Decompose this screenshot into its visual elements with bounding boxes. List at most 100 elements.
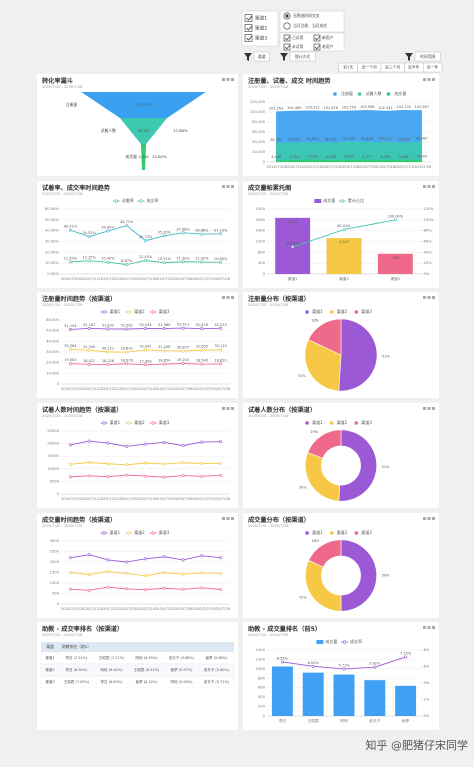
filter-box xyxy=(279,10,345,33)
y-tick-label: 60.00% xyxy=(45,207,60,211)
panel-icon[interactable] xyxy=(423,407,426,410)
panel-icon[interactable] xyxy=(423,517,426,520)
panel-icon[interactable] xyxy=(432,185,435,188)
x-tick-label: 2020/7/28 xyxy=(211,387,231,391)
data-label: 39,344 xyxy=(398,137,411,141)
y-tick-label: 15000 xyxy=(47,454,59,458)
panel-icon[interactable] xyxy=(231,78,234,81)
legend-swatch xyxy=(151,421,155,425)
x-tick-label: 2020/7/21 xyxy=(80,387,99,391)
data-point xyxy=(181,572,185,576)
panel-icon[interactable] xyxy=(231,517,234,520)
panel-icon[interactable] xyxy=(423,626,426,629)
panel-icon[interactable] xyxy=(222,517,225,520)
data-point xyxy=(404,655,408,659)
panel-icon[interactable] xyxy=(231,185,234,188)
filter-button[interactable] xyxy=(414,51,441,62)
watermark: 知乎 @肥猪仔宋同学 xyxy=(366,738,469,752)
legend-swatch xyxy=(386,92,391,96)
legend-label: 渠道2 xyxy=(337,419,348,425)
data-label: 102,489 xyxy=(287,106,301,110)
x-tick-label: 2020/7/24 xyxy=(340,165,360,169)
legend-label: 累计占比 xyxy=(348,197,364,203)
range-button[interactable] xyxy=(422,62,443,73)
x-tick-label: 2020/7/21 xyxy=(80,277,99,281)
data-point xyxy=(144,557,148,561)
panel-icon[interactable] xyxy=(231,407,234,410)
data-point xyxy=(87,460,91,464)
y-tick-label: 2000 xyxy=(256,218,266,222)
panel-icon[interactable] xyxy=(222,407,225,410)
panel-icon[interactable] xyxy=(432,517,435,520)
panel-icon[interactable] xyxy=(432,296,435,299)
check-mark xyxy=(314,35,321,41)
filter-button[interactable] xyxy=(289,51,316,62)
range-button-label: 近半年 xyxy=(408,65,420,70)
y2-tick-label: 4% xyxy=(424,681,430,685)
data-label: 34.52% xyxy=(82,231,96,235)
panel-icon[interactable] xyxy=(427,185,431,188)
data-point xyxy=(200,440,204,444)
panel-icon[interactable] xyxy=(226,407,230,410)
data-label: 30.73% xyxy=(139,235,153,239)
legend-swatch xyxy=(329,421,334,425)
panel-icon[interactable] xyxy=(226,296,230,299)
legend-label: 渠道1 xyxy=(312,529,323,535)
checkbox[interactable] xyxy=(283,34,291,42)
panel-icon[interactable] xyxy=(432,78,435,81)
panel-icon[interactable] xyxy=(222,296,225,299)
filter-icon xyxy=(405,53,413,61)
data-point xyxy=(68,570,72,574)
check-option: 老用户 xyxy=(322,44,334,49)
y-tick-label: 20.00% xyxy=(45,250,60,254)
y-tick-label: 0 xyxy=(57,492,60,496)
y-tick-label: 1600 xyxy=(256,229,266,233)
checkbox[interactable] xyxy=(244,34,253,42)
panel-icon[interactable] xyxy=(427,517,431,520)
panel-title: 试着人数时间趋势（按渠道） xyxy=(42,406,122,414)
data-point xyxy=(200,327,204,331)
data-label: 103,998 xyxy=(360,105,374,109)
data-point xyxy=(219,326,223,330)
panel-icon[interactable] xyxy=(231,296,234,299)
checkbox[interactable] xyxy=(244,24,253,32)
data-point xyxy=(393,218,397,222)
checkbox[interactable] xyxy=(313,43,321,51)
x-tick-label: 2020/7/22 xyxy=(98,607,117,611)
panel-icon[interactable] xyxy=(222,185,225,188)
data-point xyxy=(68,475,72,479)
panel-icon[interactable] xyxy=(226,517,230,520)
panel-icon[interactable] xyxy=(427,296,431,299)
panel-icon[interactable] xyxy=(427,407,431,410)
panel-icon[interactable] xyxy=(423,78,426,81)
legend-label: 渠道3 xyxy=(159,308,170,314)
filter-button[interactable] xyxy=(253,51,270,62)
data-point xyxy=(87,588,91,592)
data-point xyxy=(373,665,377,669)
x-tick-label: 2020/7/21 xyxy=(80,607,99,611)
panel-icon[interactable] xyxy=(432,407,435,410)
panel-icon[interactable] xyxy=(423,296,426,299)
bar xyxy=(333,674,355,716)
panel-icon[interactable] xyxy=(427,78,431,81)
checkbox[interactable] xyxy=(283,43,291,51)
panel-icon[interactable] xyxy=(222,78,225,81)
data-point xyxy=(106,327,110,331)
legend-swatch xyxy=(314,199,322,203)
legend-label: 渠道1 xyxy=(110,529,121,535)
x-tick-label: 2020/7/23 xyxy=(117,607,137,611)
panel-icon[interactable] xyxy=(226,185,230,188)
panel-icon[interactable] xyxy=(423,185,426,188)
data-point xyxy=(200,586,204,590)
radio[interactable] xyxy=(283,22,291,30)
y-tick-label: 10000 xyxy=(47,467,59,471)
checkbox[interactable] xyxy=(244,14,253,22)
x-tick-label: 2020/7/27 xyxy=(192,607,212,611)
panel-icon[interactable] xyxy=(432,626,435,629)
checkbox[interactable] xyxy=(313,34,321,42)
legend-swatch xyxy=(354,421,359,425)
donut-slice xyxy=(308,539,342,568)
panel-icon[interactable] xyxy=(226,78,230,81)
panel-icon[interactable] xyxy=(427,626,431,629)
conversion-label: 37.88% xyxy=(173,128,188,133)
